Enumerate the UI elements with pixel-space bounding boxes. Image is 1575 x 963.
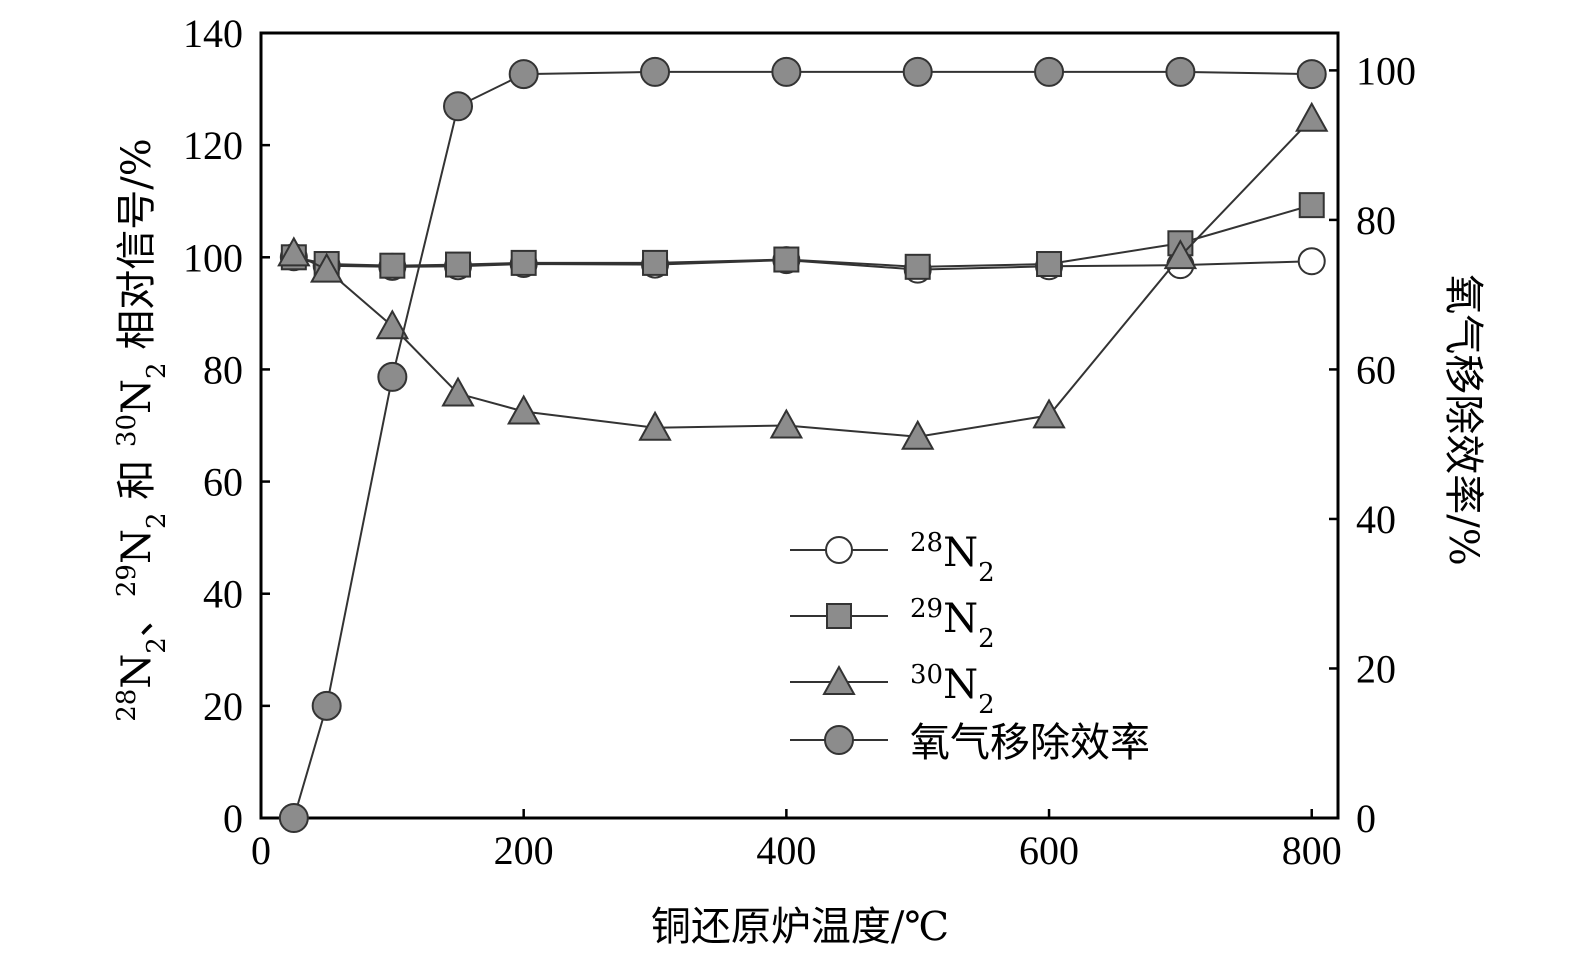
left-axis-title-sup-2: 29: [112, 564, 142, 597]
legend-label-main: 氧气移除效率: [910, 720, 1150, 766]
left-axis-title-sub-2: 2: [142, 513, 172, 530]
left-axis-title-n-2: N: [114, 529, 160, 564]
left-y-tick-label: 120: [183, 123, 243, 168]
legend-marker-4: [824, 725, 854, 755]
left-axis-title-sub-1: 2: [142, 637, 172, 654]
series-2-point-9: [1036, 251, 1063, 278]
series-4-point-5: [508, 59, 539, 90]
right-y-tick-label: 60: [1356, 347, 1396, 392]
series-layer: [277, 56, 1329, 833]
x-tick-label: 0: [251, 828, 271, 873]
right-y-tick-label: 40: [1356, 497, 1396, 542]
left-y-tick-label: 140: [183, 11, 243, 56]
series-3-point-1: [277, 236, 311, 267]
series-1-point-11: [1297, 247, 1326, 276]
series-2-point-5: [510, 249, 537, 276]
legend-label-4: 氧气移除效率: [910, 720, 1150, 766]
legend-marker-2: [826, 603, 852, 629]
series-3-point-10: [1163, 239, 1198, 270]
series-4-point-3: [377, 361, 408, 392]
legend-label-sup: 30: [910, 660, 943, 690]
left-axis-title-group: 28N2、29N2 和 30N2 相对信号/%: [112, 138, 172, 722]
legend-marker-1: [825, 536, 853, 564]
series-4-point-6: [640, 56, 671, 87]
legend-label-sub: 2: [978, 624, 995, 654]
right-y-tick-label: 20: [1356, 646, 1396, 691]
series-3-point-9: [1032, 398, 1066, 429]
left-y-tick-label: 40: [203, 572, 243, 617]
series-4-point-10: [1165, 56, 1196, 87]
series-3-line: [293, 118, 1313, 438]
left-y-tick-label: 100: [183, 235, 243, 280]
left-axis-title: 28N2、29N2 和 30N2 相对信号/%: [112, 138, 172, 722]
series-2-point-11: [1298, 192, 1325, 219]
left-axis-title-sep: 、: [114, 597, 160, 637]
series-4-point-2: [311, 690, 342, 721]
series-3-point-4: [441, 376, 475, 407]
series-3-point-7: [769, 408, 804, 439]
series-2-point-4: [445, 251, 472, 278]
series-3-point-3: [375, 309, 410, 340]
series-3: [277, 101, 1329, 450]
series-2-point-3: [379, 252, 406, 279]
plot-frame: [259, 31, 1340, 820]
left-y-tick-label: 60: [203, 460, 243, 505]
series-4-point-7: [771, 56, 802, 87]
legend-label-main: N: [943, 596, 978, 642]
series-4-point-8: [902, 56, 933, 87]
x-tick-label: 600: [1019, 828, 1079, 873]
legend-label-2: 29N2: [910, 594, 995, 654]
right-axis-title-group: 氧气移除效率/%: [1440, 274, 1486, 565]
legend-label-sup: 28: [910, 528, 943, 558]
series-3-point-5: [506, 394, 541, 425]
left-y-tick-label: 0: [223, 796, 243, 841]
series-4-point-4: [443, 91, 474, 122]
left-y-tick-label: 20: [203, 684, 243, 729]
series-4: [278, 56, 1327, 833]
legend-label-main: N: [943, 530, 978, 576]
axis-layer: 0 200 400 600 800 0 20 40 60 80 100 120 140 0 20 40 60 80…: [183, 11, 1416, 873]
legend-label-1: 28N2: [910, 528, 995, 588]
left-axis-title-mid: 和: [114, 447, 160, 512]
right-y-tick-label: 80: [1356, 198, 1396, 243]
series-3-point-6: [638, 410, 672, 441]
legend-label-sub: 2: [978, 690, 995, 720]
legend-marker-3: [822, 664, 856, 695]
series-4-point-9: [1034, 56, 1065, 87]
left-axis-title-sup-3: 30: [112, 414, 142, 447]
x-tick-label: 800: [1282, 828, 1342, 873]
series-4-line: [292, 70, 1312, 819]
left-axis-title-n-1: N: [114, 654, 160, 689]
x-tick-label: 400: [756, 828, 816, 873]
left-y-tick-label: 80: [203, 347, 243, 392]
series-3-point-11: [1295, 101, 1329, 132]
series-3-point-2: [309, 252, 344, 283]
right-y-tick-label: 100: [1356, 48, 1416, 93]
left-axis-title-n-3: N: [114, 379, 160, 414]
legend-label-3: 30N2: [910, 660, 995, 720]
legend-label-main: N: [943, 662, 978, 708]
series-3-point-8: [901, 419, 935, 450]
series-2-point-8: [904, 253, 931, 280]
left-axis-title-suffix: 相对信号/%: [114, 138, 160, 362]
series-4-point-11: [1296, 59, 1327, 90]
plot-border: [259, 31, 1340, 820]
x-axis-title: 铜还原炉温度/℃: [651, 904, 949, 950]
right-y-tick-label: 0: [1356, 796, 1376, 841]
series-4-point-1: [278, 803, 309, 833]
x-tick-label: 200: [494, 828, 554, 873]
legend-label-sub: 2: [978, 558, 995, 588]
legend-label-sup: 29: [910, 594, 943, 624]
series-2-point-7: [773, 246, 800, 273]
series-2-point-6: [642, 249, 669, 276]
left-axis-title-sub-3: 2: [142, 362, 172, 379]
right-axis-title: 氧气移除效率/%: [1440, 274, 1486, 565]
left-axis-title-sup-1: 28: [112, 689, 142, 722]
